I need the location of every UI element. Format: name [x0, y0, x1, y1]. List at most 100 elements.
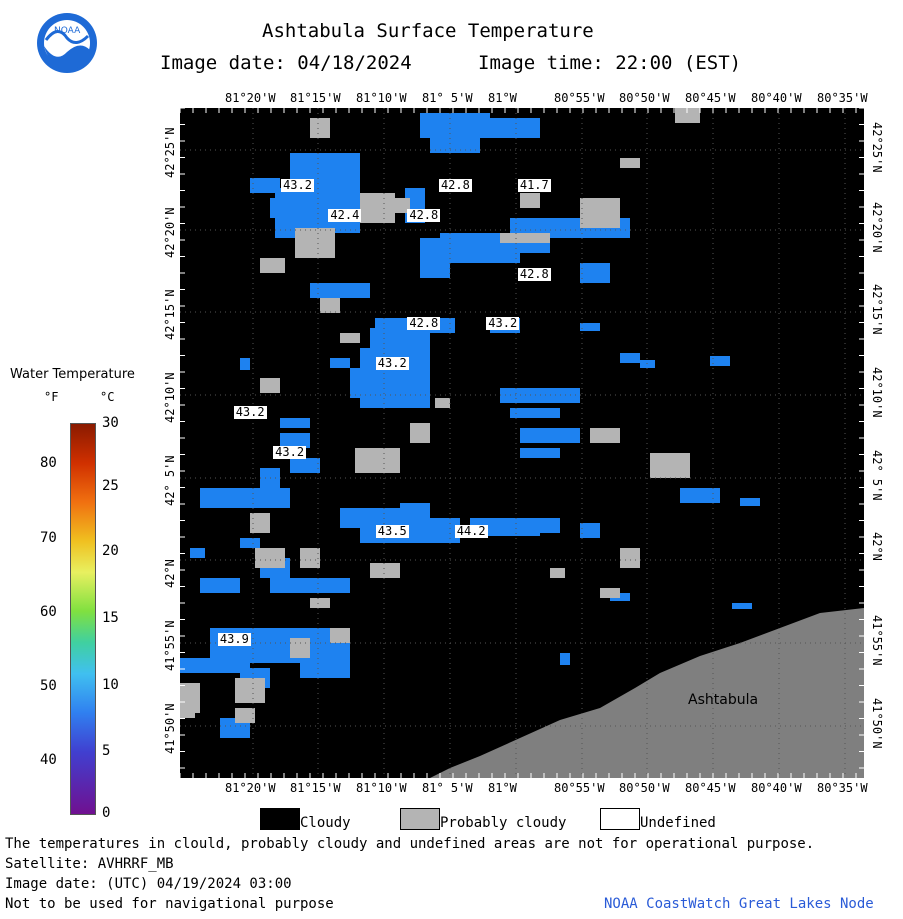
lat-tick-label: 42°10'N — [163, 372, 177, 423]
legend-c-tick: 5 — [102, 743, 111, 759]
page-title: Ashtabula Surface Temperature — [262, 20, 594, 42]
lat-tick-label: 42° 5'N — [163, 455, 177, 506]
water-patch — [270, 578, 350, 593]
temperature-label: 42.8 — [438, 178, 472, 193]
lon-tick-label: 81°20'W — [225, 91, 276, 105]
temperature-label: 41.7 — [517, 178, 551, 193]
probably-cloudy-patch — [180, 698, 195, 718]
legend-c-tick: 10 — [102, 677, 119, 693]
legend-c-tick: 25 — [102, 478, 119, 494]
lon-tick-label: 80°45'W — [685, 91, 736, 105]
water-patch — [740, 498, 760, 506]
legend-title: Water Temperature — [10, 367, 135, 382]
lat-tick-label: 41°55'N — [870, 615, 884, 666]
water-patch — [330, 358, 350, 368]
lon-tick-label: 81° 5'W — [422, 91, 473, 105]
temperature-label: 43.2 — [281, 178, 314, 193]
temperature-label: 43.5 — [375, 523, 409, 538]
water-patch — [560, 653, 570, 665]
temperature-label: 44.2 — [454, 523, 488, 538]
lat-tick-label: 42°N — [870, 532, 884, 561]
legend-c-label: °C — [100, 390, 115, 404]
legend-f-tick: 60 — [40, 604, 57, 620]
lon-tick-label: 80°50'W — [619, 91, 670, 105]
water-patch — [480, 526, 540, 536]
water-patch — [200, 578, 240, 593]
probably-cloudy-patch — [580, 198, 620, 228]
probably-cloudy-patch — [500, 233, 550, 243]
probably-cloudy-patch — [370, 563, 400, 578]
noaa-logo-icon — [37, 13, 97, 73]
lon-tick-label: 81°15'W — [290, 91, 341, 105]
probably-cloudy-patch — [675, 108, 700, 123]
footer-satellite: Satellite: AVHRRF_MB — [5, 856, 174, 872]
lon-tick-label: 81°20'W — [225, 781, 276, 795]
lat-tick-label: 42°N — [163, 559, 177, 588]
probably-cloudy-patch — [260, 378, 280, 393]
water-patch — [400, 503, 430, 523]
lat-tick-label: 41°50'N — [163, 703, 177, 754]
water-patch — [520, 448, 560, 458]
probably-cloudy-patch — [235, 708, 255, 723]
probably-cloudy-patch — [235, 678, 265, 703]
probably-cloudy-patch — [520, 193, 540, 208]
temperature-label: 43.2 — [273, 444, 307, 459]
lat-tick-label: 42°25'N — [163, 127, 177, 178]
temperature-label: 42.8 — [407, 316, 441, 331]
legend-key-label: Undefined — [640, 815, 716, 831]
water-patch — [240, 358, 250, 370]
temperature-color-scale — [70, 423, 96, 815]
lon-tick-label: 80°50'W — [619, 781, 670, 795]
water-patch — [250, 178, 280, 193]
legend-key-label: Probably cloudy — [440, 815, 567, 831]
water-patch — [580, 523, 600, 538]
legend-f-tick: 50 — [40, 678, 57, 694]
lon-tick-label: 80°40'W — [751, 781, 802, 795]
lat-tick-label: 42°20'N — [163, 207, 177, 258]
temperature-label: 43.2 — [486, 316, 520, 331]
footer-credit: NOAA CoastWatch Great Lakes Node — [604, 896, 874, 912]
lat-tick-label: 41°55'N — [163, 620, 177, 671]
probably-cloudy-patches — [180, 108, 700, 723]
image-time: Image time: 22:00 (EST) — [478, 52, 742, 74]
water-patch — [290, 458, 320, 473]
water-patch — [280, 433, 310, 448]
legend-f-tick: 80 — [40, 455, 57, 471]
water-patch — [430, 133, 480, 153]
water-patch — [580, 323, 600, 331]
lat-tick-label: 42°15'N — [163, 289, 177, 340]
map-canvas — [179, 107, 864, 778]
probably-cloudy-patch — [650, 453, 690, 478]
water-patches — [180, 113, 760, 738]
lat-tick-label: 41°50'N — [870, 698, 884, 749]
footer-utc-date: Image date: (UTC) 04/19/2024 03:00 — [5, 876, 292, 892]
temperature-label: 43.9 — [217, 632, 251, 647]
legend-c-tick: 15 — [102, 610, 119, 626]
probably-cloudy-patch — [360, 193, 395, 223]
probably-cloudy-patch — [290, 638, 310, 658]
water-patch — [710, 356, 730, 366]
probably-cloudy-patch — [295, 228, 335, 258]
water-patch — [350, 368, 390, 398]
temperature-label: 42.8 — [407, 207, 441, 222]
probably-cloudy-patch — [255, 548, 285, 568]
water-patch — [480, 118, 540, 138]
graticule — [180, 108, 864, 778]
lon-tick-label: 81°W — [488, 91, 517, 105]
footer-disclaimer: The temperatures in clould, probably clo… — [5, 836, 815, 852]
place-label-ashtabula: Ashtabula — [688, 692, 759, 708]
probably-cloudy-patch — [620, 548, 640, 568]
map-edge-ticks — [179, 107, 864, 778]
probably-cloudy-patch — [310, 118, 330, 138]
water-patch — [620, 353, 640, 363]
water-patch — [440, 233, 500, 253]
probably-cloudy-patch — [410, 423, 430, 443]
temperature-map: Ashtabula 43.2 42.8 41.7 42.4 42.8 42.8 42.8 43… — [179, 107, 864, 778]
water-patch — [520, 428, 580, 443]
lon-tick-label: 81°15'W — [290, 781, 341, 795]
probably-cloudy-patch — [260, 258, 285, 273]
legend-key-swatch — [400, 808, 440, 830]
temperature-label: 42.4 — [328, 207, 362, 222]
probably-cloudy-patch — [590, 428, 620, 443]
lat-tick-label: 42°10'N — [870, 367, 884, 418]
